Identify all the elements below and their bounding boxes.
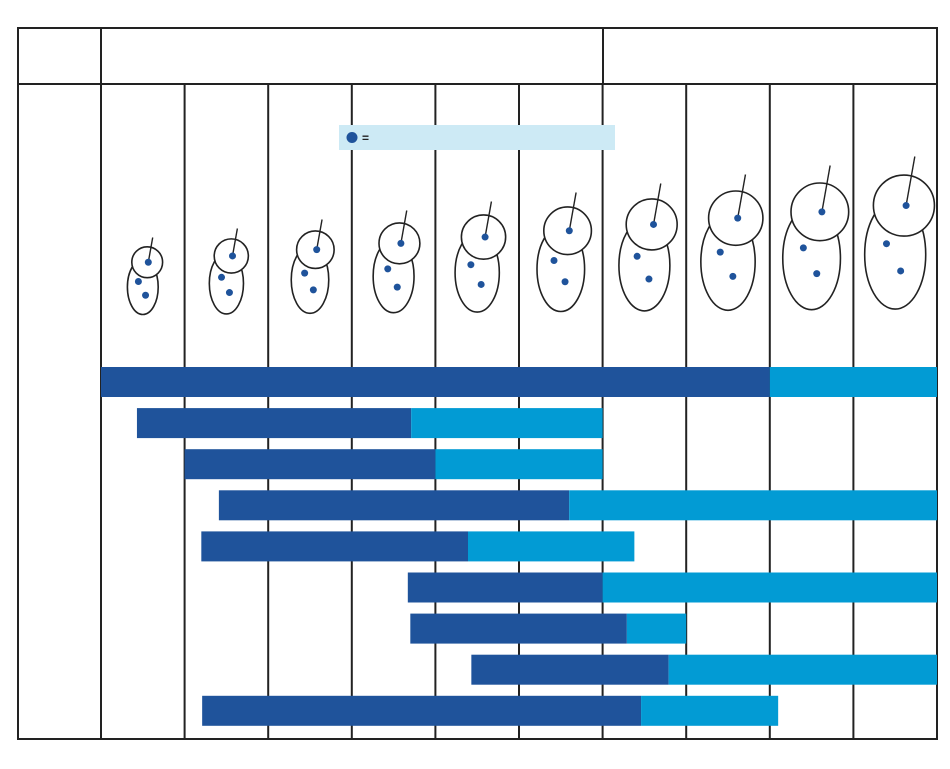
organ-dot [818,208,826,216]
organ-dot [550,257,558,264]
organ-dot [813,270,821,278]
organ-dot [229,252,236,260]
organ-dot [393,283,401,291]
legend: = [339,125,615,150]
organ-dot [225,289,233,297]
minor-period-bar [602,572,937,603]
pointer-line [737,174,747,219]
organ-dot [144,258,152,266]
major-period-bar [202,695,642,726]
minor-period-bar [435,449,603,480]
pointer-line [821,165,831,212]
major-period-bar [101,367,770,397]
minor-period-bar [468,531,635,562]
organ-dot [481,233,489,241]
minor-period-bar [411,408,603,439]
major-period-bar [136,408,412,439]
organ-dot [650,220,657,228]
organ-dot [477,280,485,288]
legend-symbol: = [362,131,369,145]
major-period-bar [218,490,570,521]
organ-dot [561,278,569,286]
organ-dot [729,272,737,280]
major-period-bar [410,613,627,644]
organ-dot [467,261,475,269]
organ-dot [134,278,142,285]
organ-dot [734,214,742,222]
organ-dot [902,202,910,210]
organ-dot [633,252,641,260]
organ-dot [897,267,905,275]
major-period-bar [184,449,436,480]
organ-dot [142,291,150,299]
organ-dot [645,275,653,283]
pointer-line [568,192,577,231]
organ-dot [384,265,392,273]
bars [101,367,937,726]
legend-dot [346,132,358,143]
organ-dot [716,248,724,256]
embryo-illustrations [126,156,936,316]
pointer-line [316,219,323,250]
minor-period-bar [626,613,687,644]
organ-dot [882,240,890,248]
minor-period-bar [569,490,937,521]
minor-period-bar [668,654,937,685]
minor-period-bar [769,367,937,397]
pointer-line [147,237,154,263]
organ-dot [313,246,321,254]
legend-box [339,125,615,150]
pointer-line [652,183,662,225]
organ-dot [309,286,317,294]
pointer-line [400,210,408,244]
organ-dot [218,273,226,281]
major-period-bar [201,531,469,562]
organ-dot [301,269,309,277]
organ-dot [565,227,573,235]
major-period-bar [407,572,603,603]
organ-dot [397,239,405,247]
organ-dot [799,244,807,252]
pointer-line [231,228,239,257]
pointer-line [484,201,493,238]
pointer-line [905,156,916,206]
major-period-bar [471,654,669,685]
minor-period-bar [641,695,779,726]
